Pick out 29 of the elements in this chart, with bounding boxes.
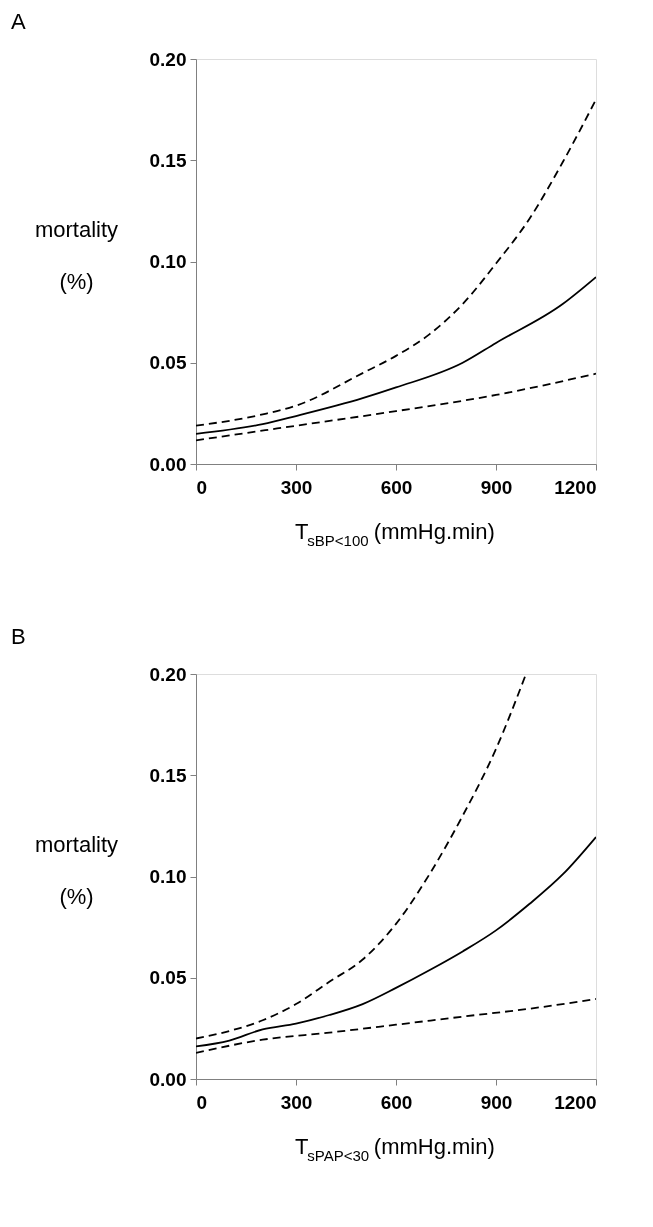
line-series [196, 276, 596, 435]
x-tick-label: 600 [380, 1091, 413, 1113]
x-tick-label: 300 [280, 1091, 313, 1113]
y-tick-label: 0.05 [149, 967, 187, 989]
line-series [196, 372, 596, 442]
x-tick-label: 1200 [554, 476, 597, 498]
text: A [11, 9, 26, 34]
y-tick-label: 0.10 [149, 866, 187, 887]
y-tick-label: 0.20 [149, 663, 187, 685]
line-series [196, 836, 596, 1048]
text: mortality (%) [34, 831, 119, 909]
text: B [11, 624, 26, 649]
y-tick-label: 0.20 [149, 48, 187, 70]
x-tick-label: 900 [480, 476, 513, 498]
x-tick-label: 0 [196, 1091, 208, 1113]
x-tick-label: 900 [480, 1091, 513, 1113]
x-tick-label: 0 [196, 476, 208, 498]
line-series [196, 998, 596, 1054]
y-tick-label: 0.10 [149, 251, 187, 272]
x-tick-label: 300 [280, 476, 313, 498]
x-tick-label: 600 [380, 476, 413, 498]
y-tick-label: 0.15 [149, 149, 187, 171]
line-series [196, 674, 527, 1040]
y-tick-label: 0.00 [149, 1068, 187, 1090]
y-tick-label: 0.05 [149, 352, 187, 374]
y-tick-label: 0.15 [149, 764, 187, 786]
x-tick-label: 1200 [554, 1091, 597, 1113]
text: mortality (%) [34, 216, 119, 294]
y-tick-label: 0.00 [149, 453, 187, 475]
